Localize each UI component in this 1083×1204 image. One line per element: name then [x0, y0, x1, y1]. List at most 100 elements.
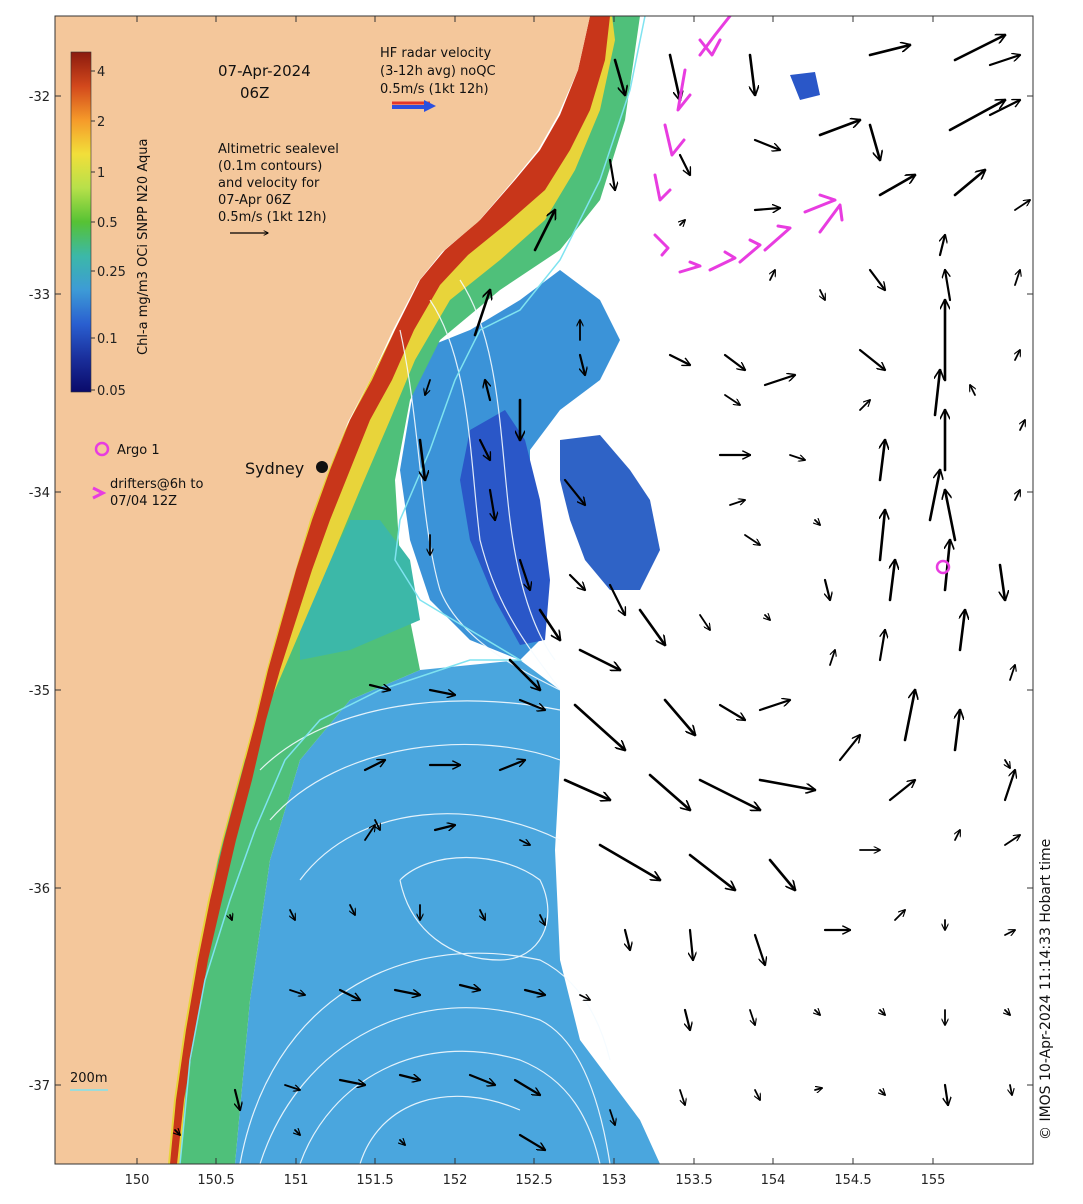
- velocity-arrow: [940, 235, 945, 257]
- velocity-arrow: [758, 700, 790, 712]
- velocity-arrow: [770, 270, 776, 281]
- velocity-arrow: [933, 370, 940, 417]
- velocity-arrow: [890, 560, 895, 602]
- velocity-arrow: [480, 909, 486, 920]
- velocity-arrow: [625, 928, 630, 950]
- velocity-arrow: [473, 290, 490, 337]
- velocity-arrow: [420, 438, 425, 480]
- velocity-arrow: [284, 1084, 300, 1090]
- velocity-arrow: [815, 520, 820, 525]
- velocity-arrow: [859, 400, 870, 411]
- drifter-legend-icon: [92, 486, 107, 500]
- y-axis-ticks: -32 -33 -34 -35 -36 -37: [29, 90, 1033, 1094]
- velocity-arrow: [663, 698, 695, 735]
- velocity-arrow: [578, 648, 620, 672]
- velocity-arrow: [598, 843, 660, 880]
- velocity-arrow: [953, 170, 985, 197]
- velocity-arrow: [729, 500, 745, 506]
- velocity-arrow: [538, 608, 560, 640]
- depth-contour-label: 200m: [70, 1071, 107, 1086]
- velocity-arrow: [648, 773, 690, 810]
- velocity-arrow: [175, 1130, 180, 1135]
- hf-radar-line3: 0.5m/s (1kt 12h): [380, 82, 489, 97]
- y-tick-label: -37: [29, 1079, 50, 1094]
- velocity-arrow: [668, 353, 690, 367]
- velocity-arrow: [1005, 1010, 1010, 1015]
- velocity-arrow: [433, 825, 455, 830]
- velocity-arrow: [1000, 563, 1005, 600]
- altimetry-line5: 0.5m/s (1kt 12h): [218, 210, 327, 225]
- velocity-arrow: [838, 735, 860, 762]
- map-hour: 06Z: [240, 84, 269, 102]
- colorbar-tick-label: 1: [97, 166, 105, 181]
- velocity-arrow: [523, 990, 545, 995]
- drifter-tracks: [653, 16, 844, 274]
- velocity-arrow: [888, 780, 915, 802]
- velocity-arrow: [468, 1073, 495, 1085]
- x-tick-label: 152.5: [515, 1173, 552, 1188]
- colorbar-tick-label: 0.05: [97, 384, 126, 399]
- drifter-legend-line1: drifters@6h to: [110, 477, 204, 492]
- velocity-arrow: [718, 703, 745, 720]
- hf-radar-line2: (3-12h avg) noQC: [380, 64, 496, 79]
- x-axis-ticks: 150 150.5 151 151.5 152 152.5 153 153.5 154 154.5…: [125, 16, 945, 1188]
- velocity-arrow: [289, 989, 305, 995]
- hf-radar-scale-arrow: [392, 100, 436, 112]
- velocity-arrow: [488, 488, 495, 520]
- velocity-arrow: [955, 710, 960, 752]
- velocity-arrow: [513, 1078, 540, 1095]
- velocity-arrow: [498, 760, 525, 772]
- velocity-arrow: [235, 1088, 240, 1110]
- velocity-arrow: [829, 650, 835, 666]
- argo-legend-icon: [94, 441, 110, 457]
- altimetry-line3: and velocity for: [218, 176, 320, 191]
- velocity-arrow: [945, 270, 952, 302]
- velocity-arrow: [724, 394, 740, 405]
- imos-credit: © IMOS 10-Apr-2024 11:14:33 Hobart time: [1038, 838, 1054, 1140]
- velocity-arrow: [988, 55, 1020, 67]
- x-tick-label: 152: [443, 1173, 468, 1188]
- velocity-arrow: [518, 558, 530, 590]
- velocity-arrow: [758, 778, 815, 790]
- velocity-arrow: [1015, 490, 1021, 501]
- y-tick-label: -33: [29, 288, 50, 303]
- colorbar-ticks: 4 2 1 0.5 0.25 0.1 0.05: [91, 65, 126, 399]
- velocity-arrow: [295, 1130, 300, 1135]
- velocity-arrow: [699, 614, 710, 630]
- velocity-arrow: [753, 138, 780, 150]
- velocity-arrow: [368, 685, 390, 690]
- velocity-arrow: [765, 615, 770, 620]
- velocity-arrow: [638, 608, 665, 645]
- velocity-arrow: [688, 853, 735, 890]
- velocity-arrow: [685, 1008, 690, 1030]
- velocity-arrow: [880, 1090, 885, 1095]
- velocity-arrow: [609, 1109, 615, 1125]
- velocity-arrow: [818, 120, 860, 137]
- velocity-arrow: [945, 490, 957, 542]
- map-frame-border: [54, 15, 1034, 1165]
- velocity-arrow: [364, 825, 375, 841]
- depth-contour-200m: [179, 16, 646, 1164]
- velocity-arrow: [375, 819, 381, 830]
- colorbar-tick-label: 0.5: [97, 216, 118, 231]
- velocity-arrow: [1014, 200, 1030, 211]
- velocity-arrow: [350, 904, 356, 915]
- y-tick-label: -32: [29, 90, 50, 105]
- velocity-arrow: [868, 268, 885, 290]
- velocity-arrow: [573, 703, 625, 750]
- velocity-arrow: [789, 454, 805, 460]
- velocity-arrow: [458, 985, 480, 990]
- hf-radar-line1: HF radar velocity: [380, 46, 492, 61]
- x-tick-label: 151.5: [356, 1173, 393, 1188]
- x-tick-label: 153.5: [675, 1173, 712, 1188]
- offshore-water: [235, 660, 660, 1164]
- velocity-arrow: [519, 840, 530, 846]
- velocity-arrow: [1003, 770, 1015, 802]
- velocity-arrow: [338, 988, 360, 1002]
- velocity-arrow: [763, 375, 795, 387]
- colorbar-tick-label: 0.1: [97, 332, 118, 347]
- velocity-arrow: [1009, 665, 1015, 681]
- velocity-arrow: [1014, 270, 1020, 286]
- velocity-arrow: [613, 58, 625, 95]
- x-tick-label: 154.5: [834, 1173, 871, 1188]
